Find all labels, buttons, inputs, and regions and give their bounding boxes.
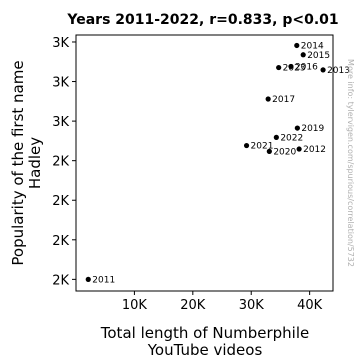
y-tick-label: 2K <box>52 155 69 170</box>
x-tick-label: 30K <box>239 298 265 313</box>
data-point <box>265 96 271 102</box>
data-point-label: 2011 <box>92 275 115 285</box>
data-point <box>243 142 250 149</box>
y-tick-label: 2K <box>52 194 69 209</box>
x-axis-label-line-2: YouTube videos <box>147 341 263 359</box>
data-point-label: 2015 <box>307 51 330 61</box>
plot-frame <box>75 34 334 292</box>
chart-title: Years 2011-2022, r=0.833, p<0.01 <box>66 12 338 28</box>
data-point-label: 2023 <box>283 64 306 74</box>
x-axis-label-line-1: Total length of Numberphile <box>100 324 309 342</box>
y-axis: 2K 2K 2K 2K 3K 3K 3K <box>52 36 76 288</box>
data-point <box>273 134 279 140</box>
data-point-label: 2016 <box>295 62 318 72</box>
data-point <box>288 63 294 70</box>
data-point <box>266 148 272 154</box>
y-tick-label: 3K <box>52 115 69 130</box>
data-point-label: 2020 <box>273 147 296 157</box>
x-tick-label: 40K <box>297 298 323 313</box>
data-point-label: 2019 <box>301 124 324 134</box>
data-point-label: 2022 <box>280 133 303 143</box>
data-point <box>320 67 326 73</box>
watermark-text: More info: tylervigen.com/spurious/corre… <box>346 59 355 267</box>
data-point-label: 2021 <box>251 142 274 152</box>
x-tick-label: 10K <box>122 298 148 313</box>
y-tick-label: 3K <box>52 36 69 51</box>
data-point <box>294 42 300 49</box>
data-point-label: 2017 <box>272 95 295 105</box>
y-tick-label: 2K <box>52 273 69 288</box>
data-point <box>296 146 302 152</box>
data-point-label: 2012 <box>303 145 326 155</box>
y-tick-label: 2K <box>52 234 69 249</box>
data-point-label: 2013 <box>327 66 350 76</box>
y-tick-label: 3K <box>52 76 69 91</box>
y-axis-label-line-2: Hadley <box>26 137 44 189</box>
y-axis-label-line-1: Popularity of the first name <box>9 60 27 265</box>
data-point <box>276 64 282 71</box>
data-point <box>300 52 306 58</box>
x-axis: 10K 20K 30K 40K <box>122 291 323 313</box>
data-point <box>294 125 300 131</box>
data-point <box>85 276 91 282</box>
data-point-label: 2014 <box>301 41 324 51</box>
x-tick-label: 20K <box>180 298 206 313</box>
